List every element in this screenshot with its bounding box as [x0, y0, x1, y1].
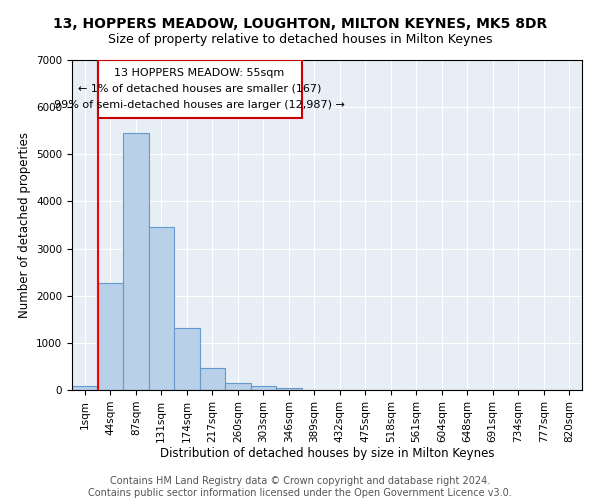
Bar: [97, 282, 123, 390]
Bar: [72, 386, 97, 390]
Text: Size of property relative to detached houses in Milton Keynes: Size of property relative to detached ho…: [108, 32, 492, 46]
Text: ← 1% of detached houses are smaller (167): ← 1% of detached houses are smaller (167…: [78, 84, 321, 94]
Text: Contains HM Land Registry data © Crown copyright and database right 2024.
Contai: Contains HM Land Registry data © Crown c…: [88, 476, 512, 498]
Bar: [199, 368, 225, 390]
Text: 99% of semi-detached houses are larger (12,987) →: 99% of semi-detached houses are larger (…: [54, 100, 345, 110]
Bar: [97, 60, 302, 118]
Bar: [123, 132, 149, 390]
Bar: [174, 328, 199, 390]
Text: 13, HOPPERS MEADOW, LOUGHTON, MILTON KEYNES, MK5 8DR: 13, HOPPERS MEADOW, LOUGHTON, MILTON KEY…: [53, 18, 547, 32]
Bar: [251, 386, 276, 390]
Text: 13 HOPPERS MEADOW: 55sqm: 13 HOPPERS MEADOW: 55sqm: [115, 68, 284, 78]
Bar: [225, 382, 251, 390]
X-axis label: Distribution of detached houses by size in Milton Keynes: Distribution of detached houses by size …: [160, 448, 494, 460]
Bar: [276, 388, 302, 390]
Y-axis label: Number of detached properties: Number of detached properties: [17, 132, 31, 318]
Bar: [149, 228, 174, 390]
